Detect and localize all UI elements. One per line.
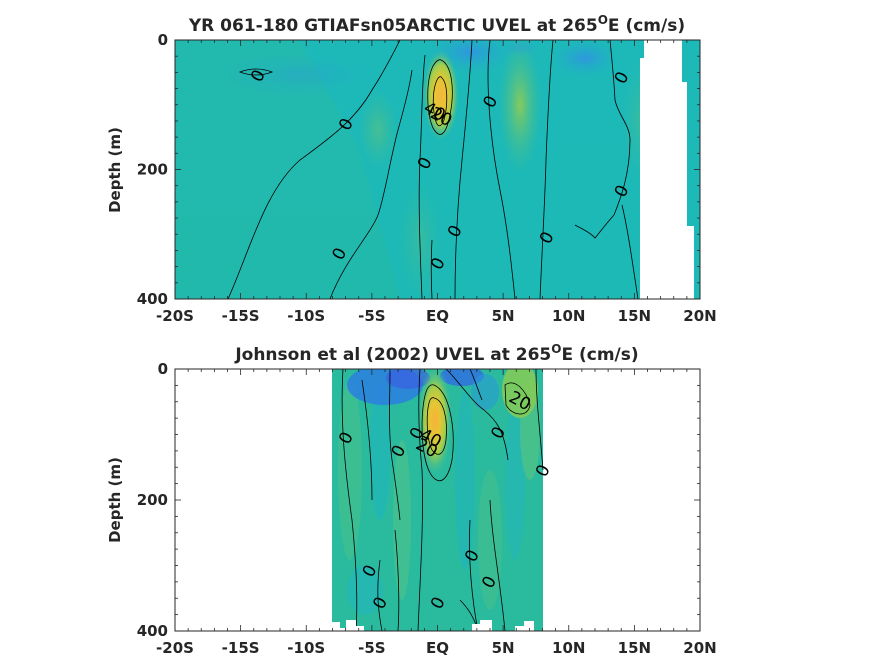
x-tick-label-top: 5N	[492, 307, 515, 325]
x-tick-label-bottom: -15S	[222, 639, 260, 656]
ticks-bottom	[174, 368, 701, 632]
x-tick-label-top: -10S	[287, 307, 325, 325]
x-tick-label-top: EQ	[426, 307, 449, 325]
contours-top	[227, 40, 700, 299]
x-tick-labels-bottom: -20S -15S -10S -5S EQ 5N 10N 15N 20N	[156, 639, 717, 656]
x-tick-label-bottom: 15N	[618, 639, 651, 656]
x-tick-label-bottom: -10S	[287, 639, 325, 656]
x-tick-label-top: 10N	[552, 307, 585, 325]
x-tick-labels-top: -20S -15S -10S -5S EQ 5N 10N 15N 20N	[156, 307, 717, 325]
x-tick-label-bottom: 20N	[683, 639, 716, 656]
panel-bottom: Johnson et al (2002) UVEL at 265OE (cm/s…	[106, 342, 717, 656]
x-tick-label-bottom: EQ	[426, 639, 449, 656]
field-top	[175, 40, 700, 299]
y-tick-label-top: 400	[137, 290, 168, 308]
x-tick-label-top: -15S	[222, 307, 260, 325]
panel-top: YR 061-180 GTIAFsn05ARCTIC UVEL at 265OE…	[106, 13, 717, 325]
title-bottom: Johnson et al (2002) UVEL at 265OE (cm/s…	[234, 342, 638, 365]
y-tick-label-top: 0	[158, 31, 168, 49]
x-tick-label-top: -20S	[156, 307, 194, 325]
field-bottom	[332, 369, 544, 631]
x-tick-label-top: 15N	[618, 307, 651, 325]
y-axis-label-bottom: Depth (m)	[106, 457, 124, 543]
y-tick-label-bottom: 0	[158, 360, 168, 378]
title-top: YR 061-180 GTIAFsn05ARCTIC UVEL at 265OE…	[188, 13, 685, 36]
contours-bottom	[341, 369, 544, 631]
y-tick-labels-bottom: 0 200 400	[137, 360, 168, 640]
y-tick-labels-top: 0 200 400	[137, 31, 168, 308]
x-tick-label-bottom: -20S	[156, 639, 194, 656]
y-tick-label-bottom: 400	[137, 622, 168, 640]
x-tick-label-bottom: -5S	[358, 639, 385, 656]
ticks-top	[174, 39, 701, 300]
x-tick-label-top: 20N	[683, 307, 716, 325]
y-axis-label-top: Depth (m)	[106, 127, 124, 213]
x-tick-label-top: -5S	[358, 307, 385, 325]
x-tick-label-bottom: 5N	[492, 639, 515, 656]
x-tick-label-bottom: 10N	[552, 639, 585, 656]
y-tick-label-top: 200	[137, 161, 168, 179]
y-tick-label-bottom: 200	[137, 491, 168, 509]
